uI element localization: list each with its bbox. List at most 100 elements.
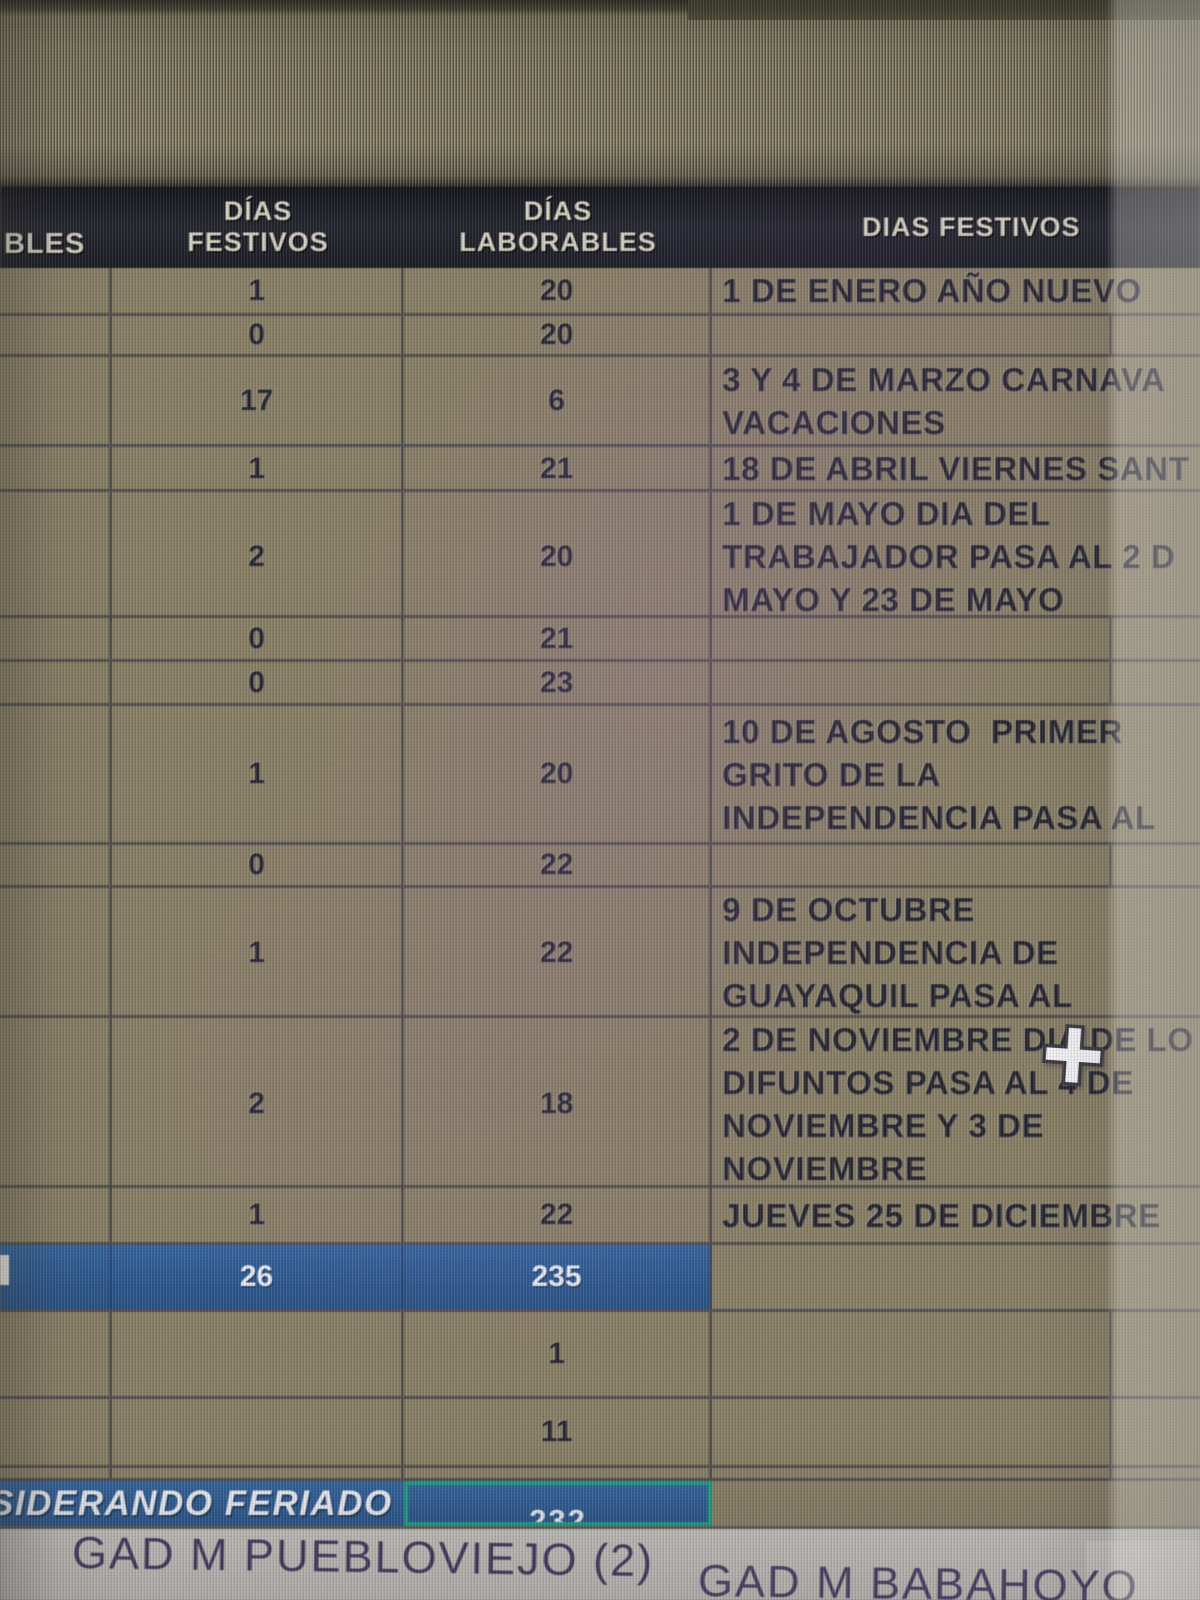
cell-total-laborables[interactable]: 235 <box>404 1245 712 1309</box>
cell-laborables[interactable]: 21 <box>404 447 712 490</box>
cell-empty[interactable] <box>0 316 112 354</box>
cell-empty[interactable] <box>0 662 112 703</box>
cell-empty[interactable] <box>0 1245 112 1309</box>
cell-laborables[interactable]: 18 <box>404 1018 712 1190</box>
cell-empty[interactable] <box>0 268 112 313</box>
cell-empty[interactable] <box>112 1468 404 1478</box>
table-row: 2 20 1 DE MAYO DIA DEL TRABAJADOR PASA A… <box>0 492 1200 621</box>
cell-empty[interactable] <box>0 1018 112 1190</box>
cell-empty[interactable] <box>1112 1245 1200 1309</box>
cell-festivos[interactable]: 2 <box>112 1018 404 1190</box>
sheet-tab-bar: GAD M PUEBLOVIEJO (2) GAD M BABAHOYO <box>0 1526 1200 1600</box>
cell-laborables[interactable]: 22 <box>404 1188 712 1242</box>
cell-laborables[interactable]: 20 <box>404 268 712 313</box>
table-row: 11 <box>0 1399 1200 1468</box>
cell-festivos[interactable]: 1 <box>112 268 404 313</box>
cell-festivos[interactable]: 17 <box>112 357 404 444</box>
cell-festivos[interactable]: 1 <box>112 447 404 490</box>
table-row: 17 6 3 Y 4 DE MARZO CARNAVA VACACIONES <box>0 357 1200 447</box>
sheet-tab-puebloviejo[interactable]: GAD M PUEBLOVIEJO (2) <box>71 1526 655 1587</box>
column-header-laborables-cutoff[interactable]: BLES <box>4 228 86 260</box>
totals-row: 26 235 <box>0 1245 1200 1312</box>
column-header-empty[interactable] <box>1112 186 1200 268</box>
cell-laborables[interactable]: 1 <box>404 1312 712 1396</box>
cell-empty[interactable] <box>1112 316 1200 354</box>
cell-empty[interactable] <box>712 1468 1112 1478</box>
cell-empty[interactable] <box>0 492 112 621</box>
cell-descripcion[interactable]: 18 DE ABRIL VIERNES SANT <box>722 450 1190 487</box>
cell-laborables[interactable]: 20 <box>404 492 712 621</box>
table-row: 1 20 1 DE ENERO AÑO NUEVO <box>0 268 1200 316</box>
cell-descripcion[interactable]: 3 Y 4 DE MARZO CARNAVA VACACIONES <box>722 360 1166 441</box>
cell-descripcion[interactable]: 10 DE AGOSTO PRIMER GRITO DE LA INDEPEND… <box>722 712 1156 836</box>
cell-empty[interactable] <box>112 1399 404 1465</box>
cell-empty[interactable] <box>0 706 112 842</box>
cell-empty[interactable] <box>1112 1399 1200 1465</box>
table-row <box>0 1468 1200 1481</box>
cell-descripcion[interactable] <box>712 1245 1112 1309</box>
cell-empty[interactable] <box>0 845 112 885</box>
cell-descripcion[interactable] <box>712 316 1112 354</box>
cell-empty[interactable] <box>712 1399 1112 1465</box>
table-row: 1 21 18 DE ABRIL VIERNES SANT <box>0 447 1200 492</box>
cell-festivos[interactable]: 2 <box>112 492 404 621</box>
cell-laborables[interactable]: 22 <box>404 888 712 1017</box>
cell-laborables[interactable]: 6 <box>404 357 712 444</box>
cell-empty[interactable] <box>0 618 112 659</box>
cell-laborables[interactable]: 21 <box>404 618 712 659</box>
cell-empty[interactable] <box>404 1468 712 1478</box>
partial-tab[interactable] <box>1086 1541 1200 1600</box>
cell-descripcion[interactable]: 9 DE OCTUBRE INDEPENDENCIA DE GUAYAQUIL … <box>722 891 1073 1014</box>
column-header-dias-festivos-desc[interactable]: DIAS FESTIVOS <box>862 211 1081 242</box>
cell-festivos[interactable]: 1 <box>112 706 404 842</box>
cell-empty[interactable] <box>0 1312 112 1396</box>
cell-festivos[interactable]: 1 <box>112 1188 404 1242</box>
cell-festivos[interactable]: 0 <box>112 845 404 885</box>
cell-descripcion[interactable]: JUEVES 25 DE DICIEMBRE <box>722 1196 1161 1234</box>
cell-descripcion[interactable] <box>712 662 1112 703</box>
cell-empty[interactable] <box>0 888 112 1017</box>
cell-empty[interactable] <box>712 1312 1112 1396</box>
table-row: 1 20 10 DE AGOSTO PRIMER GRITO DE LA IND… <box>0 706 1200 845</box>
cell-empty[interactable] <box>0 1399 112 1465</box>
cell-laborables[interactable]: 22 <box>404 845 712 885</box>
cell-festivos[interactable]: 1 <box>112 888 404 1017</box>
cell-empty[interactable] <box>1112 1312 1200 1396</box>
cell-laborables[interactable]: 11 <box>404 1399 712 1465</box>
cell-empty[interactable] <box>712 1481 1112 1526</box>
cell-empty[interactable] <box>0 1468 112 1478</box>
cell-empty[interactable] <box>1112 1481 1200 1526</box>
cell-festivos[interactable]: 0 <box>112 618 404 659</box>
cell-empty[interactable] <box>0 447 112 490</box>
table-header-row: BLES DÍAS FESTIVOS DÍAS LABORABLES DIAS … <box>0 186 1200 268</box>
cell-total-festivos[interactable]: 26 <box>112 1245 404 1309</box>
cell-descripcion[interactable]: 1 DE MAYO DIA DEL TRABAJADOR PASA AL 2 D… <box>722 495 1176 618</box>
cell-empty[interactable] <box>112 1312 404 1396</box>
cell-empty[interactable] <box>1112 662 1200 703</box>
toolbar-shadow <box>688 0 1200 20</box>
cell-laborables[interactable]: 23 <box>404 662 712 703</box>
cell-empty[interactable] <box>1112 845 1200 885</box>
cell-festivos[interactable]: 0 <box>112 662 404 703</box>
column-header-dias-festivos[interactable]: DÍAS FESTIVOS <box>187 196 329 257</box>
selected-cell[interactable]: 232 <box>404 1481 712 1526</box>
footer-label-cell[interactable]: SIDERANDO FERIADO <box>0 1481 404 1526</box>
table-row: 0 22 <box>0 845 1200 888</box>
cell-laborables[interactable]: 20 <box>404 316 712 354</box>
column-header-dias-laborables[interactable]: DÍAS LABORABLES <box>459 196 657 257</box>
cell-festivos[interactable]: 0 <box>112 316 404 354</box>
table-row: 0 20 <box>0 316 1200 357</box>
cell-empty[interactable] <box>1112 888 1200 1017</box>
cell-descripcion[interactable]: 2 DE NOVIEMBRE DIA DE LO DIFUNTOS PASA A… <box>722 1021 1194 1187</box>
cell-empty[interactable] <box>1112 1468 1200 1478</box>
cell-empty[interactable] <box>0 357 112 444</box>
cell-descripcion[interactable] <box>712 845 1112 885</box>
cell-empty[interactable] <box>1112 618 1200 659</box>
cell-descripcion[interactable]: 1 DE ENERO AÑO NUEVO <box>722 272 1142 309</box>
sheet-tab-babahoyo[interactable]: GAD M BABAHOYO <box>697 1554 1139 1600</box>
cell-empty[interactable] <box>0 1188 112 1242</box>
cell-descripcion[interactable] <box>712 618 1112 659</box>
cell-laborables[interactable]: 20 <box>404 706 712 842</box>
table-row: 1 <box>0 1312 1200 1399</box>
